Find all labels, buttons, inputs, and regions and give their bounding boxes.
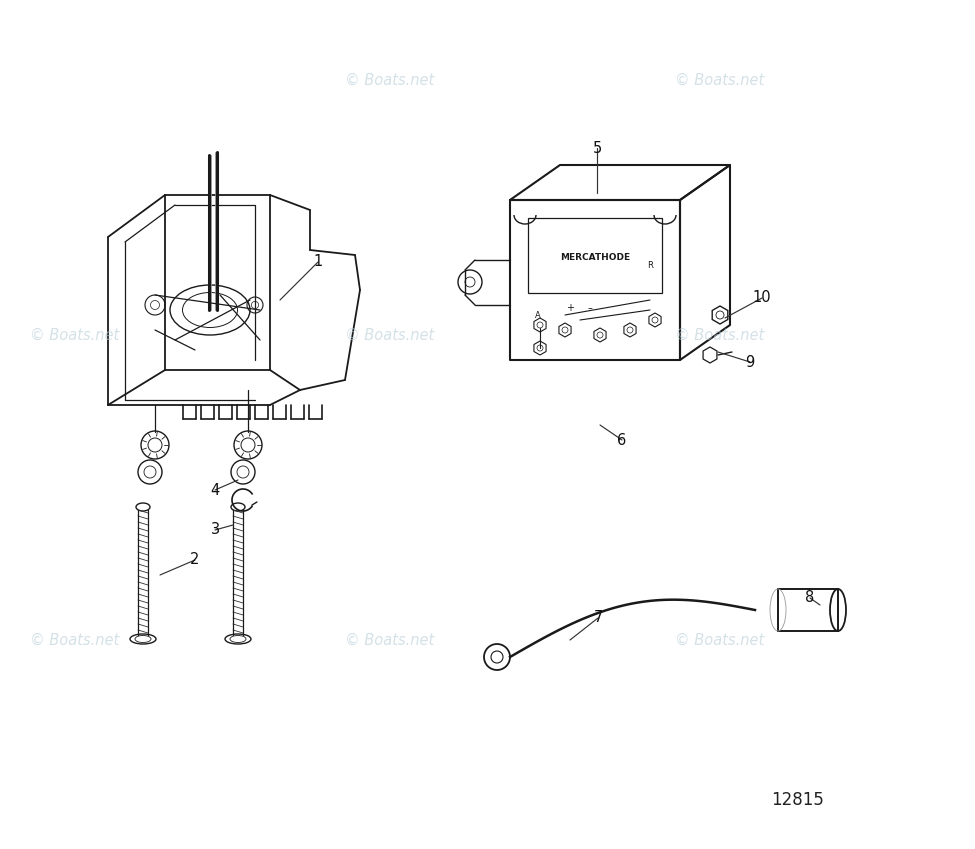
- Bar: [778, 589, 838, 631]
- Text: 8: 8: [805, 591, 815, 605]
- Text: © Boats.net: © Boats.net: [30, 633, 120, 648]
- Bar: [528, 218, 662, 293]
- Text: © Boats.net: © Boats.net: [345, 328, 435, 342]
- Text: 1: 1: [313, 255, 323, 269]
- Text: © Boats.net: © Boats.net: [676, 328, 764, 342]
- Text: 6: 6: [617, 432, 627, 447]
- Text: 10: 10: [753, 290, 771, 306]
- Text: 2: 2: [190, 553, 200, 567]
- Text: © Boats.net: © Boats.net: [345, 633, 435, 648]
- Text: MERCATHODE: MERCATHODE: [560, 252, 630, 261]
- Text: 5: 5: [593, 140, 602, 155]
- Text: 3: 3: [211, 522, 219, 537]
- Text: R: R: [647, 261, 653, 269]
- Text: –: –: [588, 303, 593, 313]
- Text: 7: 7: [594, 610, 603, 626]
- Text: 12815: 12815: [771, 791, 825, 809]
- Text: A: A: [535, 311, 541, 319]
- Text: 9: 9: [745, 355, 755, 369]
- Text: 4: 4: [211, 482, 219, 498]
- Text: © Boats.net: © Boats.net: [30, 328, 120, 342]
- Text: © Boats.net: © Boats.net: [345, 72, 435, 87]
- Text: © Boats.net: © Boats.net: [676, 633, 764, 648]
- Text: © Boats.net: © Boats.net: [676, 72, 764, 87]
- Text: +: +: [566, 303, 574, 313]
